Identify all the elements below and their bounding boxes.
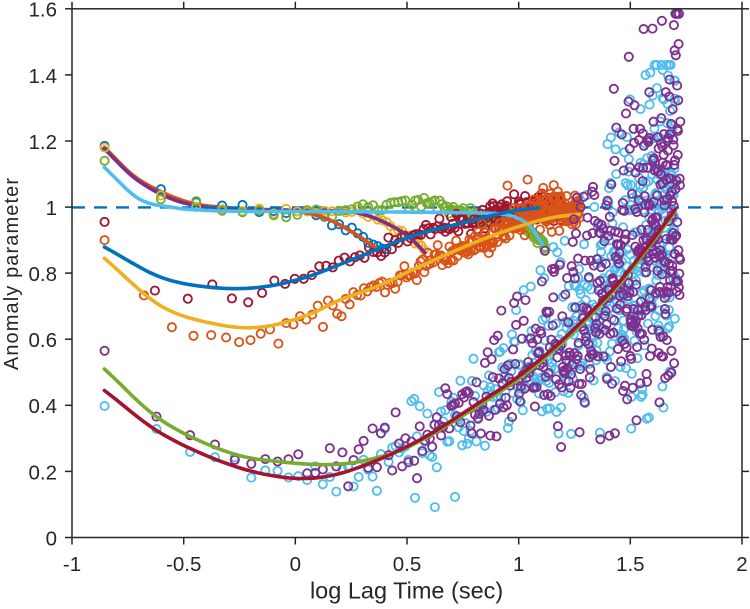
svg-text:0: 0 bbox=[46, 527, 57, 550]
svg-text:0.6: 0.6 bbox=[29, 329, 58, 352]
svg-text:0: 0 bbox=[290, 553, 301, 576]
svg-text:-0.5: -0.5 bbox=[166, 553, 201, 576]
svg-text:1.2: 1.2 bbox=[29, 131, 58, 154]
svg-text:-1: -1 bbox=[63, 553, 81, 576]
svg-text:1: 1 bbox=[513, 553, 524, 576]
svg-text:1.4: 1.4 bbox=[29, 65, 58, 88]
svg-text:2: 2 bbox=[736, 553, 747, 576]
svg-text:0.5: 0.5 bbox=[393, 553, 422, 576]
svg-text:1: 1 bbox=[46, 197, 57, 220]
svg-text:1.6: 1.6 bbox=[29, 0, 58, 22]
svg-text:1.5: 1.5 bbox=[616, 553, 645, 576]
svg-text:0.4: 0.4 bbox=[29, 395, 58, 418]
svg-text:log Lag Time (sec): log Lag Time (sec) bbox=[310, 577, 503, 603]
svg-text:0.2: 0.2 bbox=[29, 461, 58, 484]
svg-text:Anomaly parameter: Anomaly parameter bbox=[1, 177, 23, 370]
svg-text:0.8: 0.8 bbox=[29, 263, 58, 286]
